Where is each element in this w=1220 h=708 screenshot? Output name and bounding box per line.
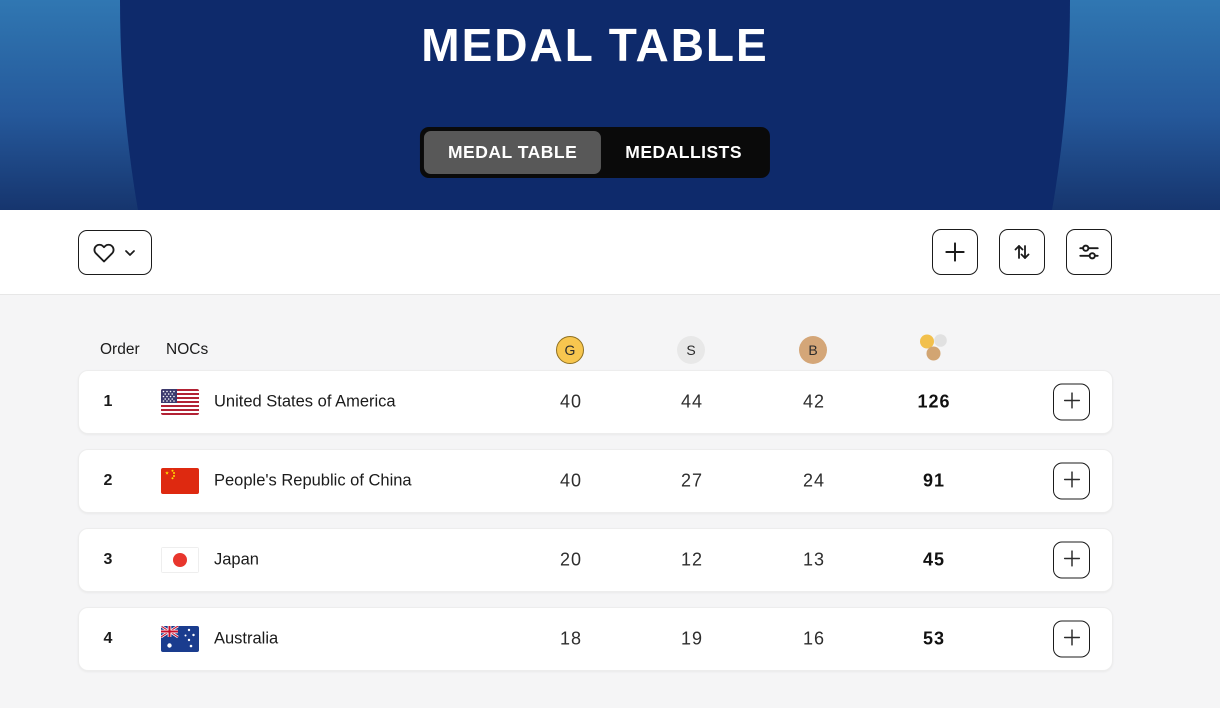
plus-icon [1061,390,1083,415]
tab-medallists[interactable]: MEDALLISTS [601,131,766,174]
flag-united-states-icon [161,389,199,415]
flag-china-icon [161,468,199,494]
total-count: 45 [922,549,946,570]
noc-name: Japan [214,550,259,569]
heart-icon [93,242,115,264]
plus-icon [1061,548,1083,573]
rank: 4 [103,630,113,647]
sort-button[interactable] [999,229,1045,275]
flag-japan-icon [161,547,199,573]
bronze-count: 13 [802,549,826,570]
noc-name: United States of America [214,392,396,411]
expand-row-button[interactable] [1053,383,1090,421]
total-count: 91 [922,470,946,491]
silver-count: 12 [680,549,704,570]
plus-icon [942,239,968,265]
medal-table: Order NOCs G S B 1 [0,295,1220,708]
page-title: MEDAL TABLE [421,19,769,71]
table-header-row: Order NOCs G S B [78,330,1113,370]
flag-australia-icon [161,626,199,652]
toolbar [0,210,1220,295]
sort-arrows-icon [1010,240,1034,264]
rank: 1 [103,393,113,410]
silver-medal-icon: S [677,336,705,364]
silver-count: 19 [680,628,704,649]
expand-row-button[interactable] [1053,462,1090,500]
total-medals-icon [918,333,948,368]
plus-icon [1061,627,1083,652]
rank: 3 [103,551,113,568]
plus-icon [1061,469,1083,494]
filter-button[interactable] [1066,229,1112,275]
silver-count: 27 [680,470,704,491]
column-header-nocs: NOCs [166,341,209,358]
tab-medal-table[interactable]: MEDAL TABLE [423,131,602,174]
bronze-medal-icon: B [799,336,827,364]
gold-medal-icon: G [556,336,584,364]
total-count: 53 [922,628,946,649]
favourites-dropdown-button[interactable] [78,230,152,275]
tab-group: MEDAL TABLE MEDALLISTS [419,127,771,178]
bronze-count: 16 [802,628,826,649]
table-row: 2 People's Republic of China 40 27 24 91 [78,449,1113,513]
chevron-down-icon [122,245,138,261]
noc-name: Australia [214,629,279,648]
gold-count: 40 [559,391,583,412]
silver-count: 44 [680,391,704,412]
noc-name: People's Republic of China [214,471,412,490]
table-row: 4 [78,607,1113,671]
gold-count: 40 [559,470,583,491]
expand-row-button[interactable] [1053,541,1090,579]
table-row: 1 United States of [78,370,1113,434]
total-count: 126 [917,391,951,412]
add-button[interactable] [932,229,978,275]
bronze-count: 24 [802,470,826,491]
rank: 2 [103,472,113,489]
column-header-order: Order [100,341,140,358]
expand-row-button[interactable] [1053,620,1090,658]
gold-count: 18 [559,628,583,649]
sliders-icon [1076,239,1102,265]
bronze-count: 42 [802,391,826,412]
hero-header: MEDAL TABLE MEDAL TABLE MEDALLISTS [0,0,1220,210]
table-row: 3 Japan 20 12 13 45 [78,528,1113,592]
gold-count: 20 [559,549,583,570]
